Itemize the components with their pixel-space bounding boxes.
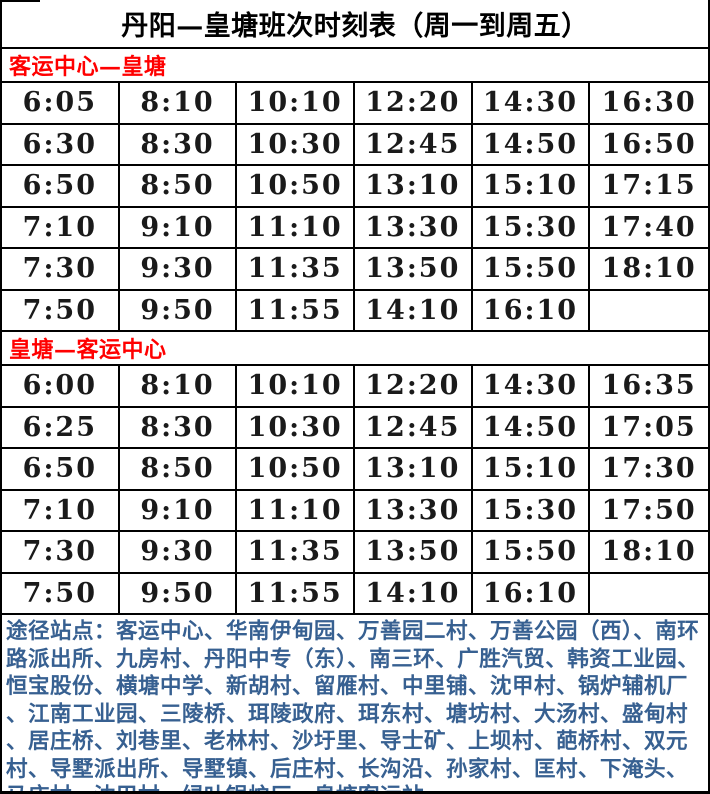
time-cell: 11:10: [237, 207, 355, 247]
time-cell: 8:50: [120, 166, 238, 206]
time-cell: 14:50: [473, 407, 591, 447]
route-stops-note: 途径站点：客运中心、华南伊甸园、万善园二村、万善公园（西）、南环路派出所、九房村…: [2, 615, 708, 791]
time-cell: 6:05: [2, 83, 120, 123]
time-cell: 6:00: [2, 366, 120, 406]
time-cell: 11:10: [237, 490, 355, 530]
time-cell: 6:50: [2, 166, 120, 206]
timetable-row: 6:25 8:30 10:30 12:45 14:50 17:05: [2, 407, 708, 449]
time-cell: 12:45: [355, 124, 473, 164]
time-cell: 8:10: [120, 366, 238, 406]
time-cell: 7:30: [2, 249, 120, 289]
timetable-row: 7:30 9:30 11:35 13:50 15:50 18:10: [2, 532, 708, 574]
time-cell: 17:50: [601, 494, 697, 526]
time-cell: 15:10: [473, 449, 591, 489]
time-cell: 9:50: [120, 573, 238, 613]
time-cell: 14:50: [473, 124, 591, 164]
time-cell: 7:10: [2, 207, 120, 247]
time-cell: 15:50: [473, 249, 591, 289]
time-cell: 9:30: [120, 249, 238, 289]
time-cell: 13:30: [355, 207, 473, 247]
time-cell: 7:30: [2, 532, 120, 572]
time-cell: 14:10: [355, 290, 473, 330]
time-cell: 11:55: [237, 573, 355, 613]
time-cell: 7:10: [2, 490, 120, 530]
time-cell: 7:50: [2, 290, 120, 330]
time-cell: 8:50: [120, 449, 238, 489]
time-cell: 14:30: [473, 366, 591, 406]
timetable-row: 7:10 9:10 11:10 13:30 15:30 17:40: [2, 207, 708, 249]
section-heading-center-to-huangtang: 客运中心—皇塘: [2, 49, 708, 83]
time-cell: 17:15: [601, 170, 697, 202]
time-cell: 13:50: [355, 532, 473, 572]
timetable-board: 客运中心—皇塘 6:05 8:10 10:10 12:20 14:30 16:30 6:30…: [2, 47, 708, 791]
time-cell: 10:10: [237, 366, 355, 406]
time-cell: 9:10: [120, 490, 238, 530]
time-cell: 10:10: [237, 83, 355, 123]
time-cell: 9:10: [120, 207, 238, 247]
page-title: 丹阳—皇塘班次时刻表（周一到周五）: [121, 11, 589, 42]
time-cell: 9:30: [120, 532, 238, 572]
time-cell: 17:05: [601, 411, 697, 443]
time-cell: 17:40: [601, 211, 697, 243]
route-stops-text: 途径站点：客运中心、华南伊甸园、万善园二村、万善公园（西）、南环路派出所、九房村…: [6, 619, 700, 791]
time-cell: 18:10: [601, 536, 697, 568]
time-cell: 16:10: [473, 573, 591, 613]
outbound-times-grid: 6:05 8:10 10:10 12:20 14:30 16:30 6:30 8:30 10:3…: [2, 83, 708, 332]
time-cell: 13:10: [355, 449, 473, 489]
time-cell: 15:50: [473, 532, 591, 572]
time-cell: 12:20: [355, 83, 473, 123]
time-cell: 6:25: [2, 407, 120, 447]
time-cell: 15:10: [473, 166, 591, 206]
timetable-row: 6:50 8:50 10:50 13:10 15:10 17:15: [2, 166, 708, 208]
timetable-row: 7:30 9:30 11:35 13:50 15:50 18:10: [2, 249, 708, 291]
timetable-row: 7:50 9:50 11:55 14:10 16:10: [2, 290, 708, 332]
time-cell: 15:30: [473, 490, 591, 530]
time-cell: 13:30: [355, 490, 473, 530]
time-cell: 14:10: [355, 573, 473, 613]
time-cell: 14:30: [473, 83, 591, 123]
time-cell: 10:30: [237, 124, 355, 164]
time-cell: 12:20: [355, 366, 473, 406]
empty-cell: [590, 574, 708, 614]
time-cell: 17:30: [601, 453, 697, 485]
timetable-row: 6:05 8:10 10:10 12:20 14:30 16:30: [2, 83, 708, 125]
time-cell: 18:10: [601, 253, 697, 285]
time-cell: 8:10: [120, 83, 238, 123]
time-cell: 13:50: [355, 249, 473, 289]
time-cell: 13:10: [355, 166, 473, 206]
timetable-row: 7:50 9:50 11:55 14:10 16:10: [2, 573, 708, 615]
timetable-row: 7:10 9:10 11:10 13:30 15:30 17:50: [2, 490, 708, 532]
time-cell: 10:30: [237, 407, 355, 447]
time-cell: 7:50: [2, 573, 120, 613]
time-cell: 6:50: [2, 449, 120, 489]
time-cell: 16:50: [601, 128, 697, 160]
time-cell: 16:10: [473, 290, 591, 330]
time-cell: 6:30: [2, 124, 120, 164]
timetable-row: 6:00 8:10 10:10 12:20 14:30 16:35: [2, 366, 708, 408]
timetable-row: 6:30 8:30 10:30 12:45 14:50 16:50: [2, 124, 708, 166]
time-cell: 10:50: [237, 449, 355, 489]
border-fragment: [2, 0, 40, 2]
timetable-row: 6:50 8:50 10:50 13:10 15:10 17:30: [2, 449, 708, 491]
time-cell: 11:55: [237, 290, 355, 330]
section-heading-huangtang-to-center: 皇塘—客运中心: [2, 332, 708, 366]
empty-cell: [590, 291, 708, 331]
time-cell: 12:45: [355, 407, 473, 447]
return-times-grid: 6:00 8:10 10:10 12:20 14:30 16:35 6:25 8:30 10:3…: [2, 366, 708, 615]
time-cell: 16:30: [601, 87, 697, 119]
time-cell: 16:35: [601, 370, 697, 402]
time-cell: 8:30: [120, 124, 238, 164]
time-cell: 15:30: [473, 207, 591, 247]
time-cell: 10:50: [237, 166, 355, 206]
time-cell: 8:30: [120, 407, 238, 447]
time-cell: 9:50: [120, 290, 238, 330]
time-cell: 11:35: [237, 249, 355, 289]
time-cell: 11:35: [237, 532, 355, 572]
